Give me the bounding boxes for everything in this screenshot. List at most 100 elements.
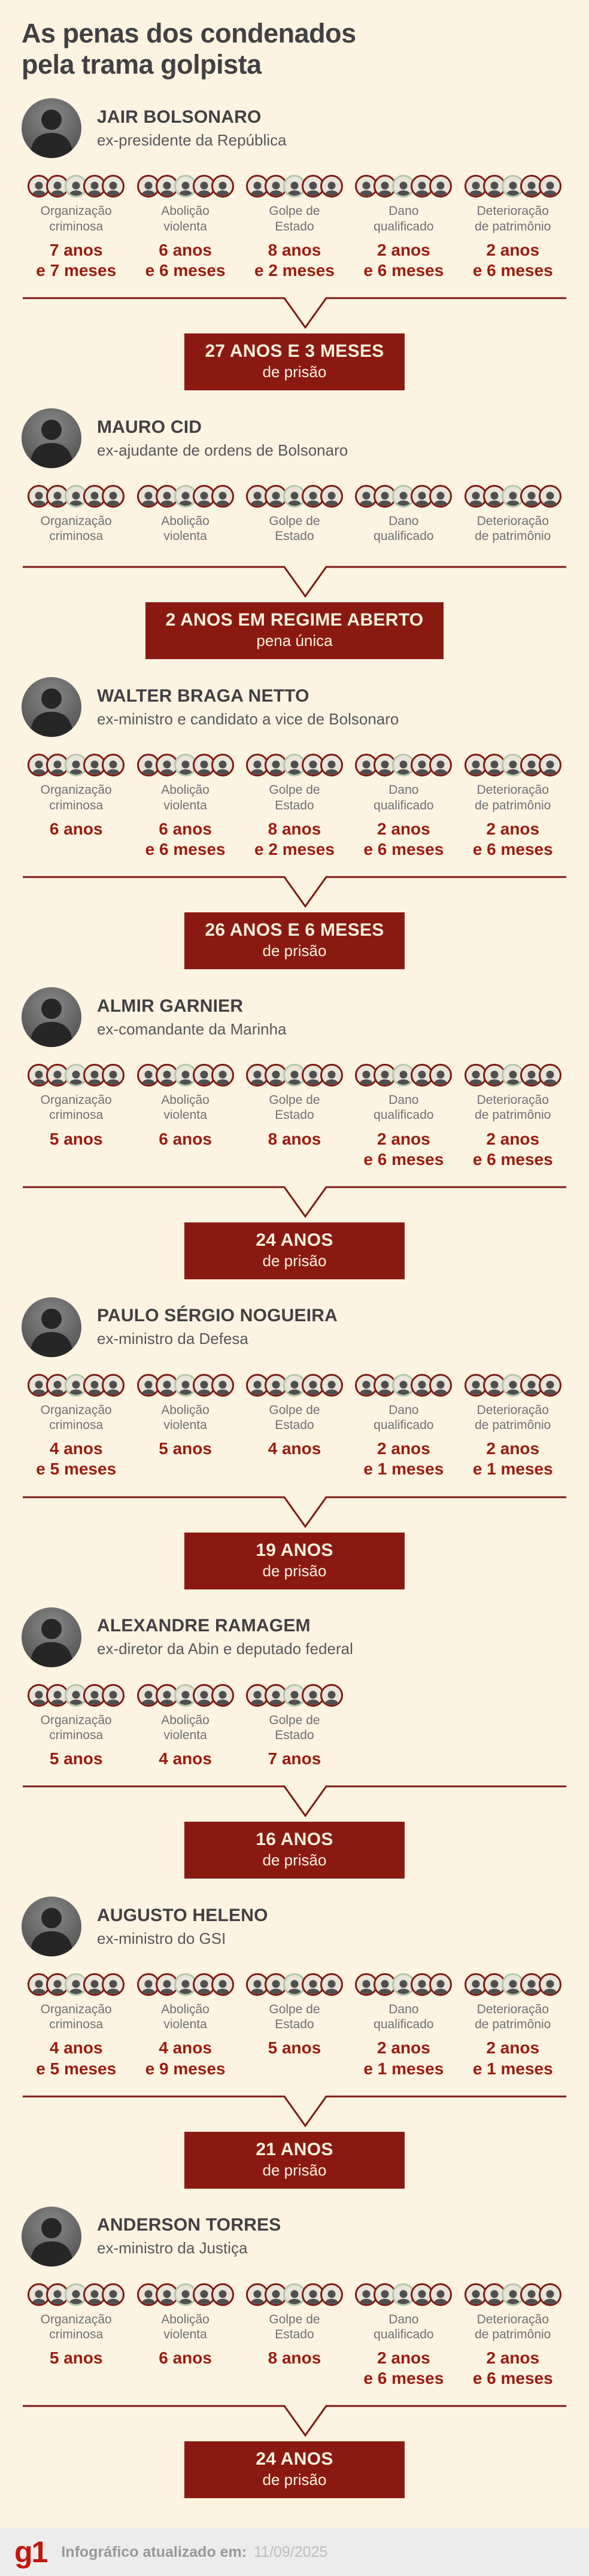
person-header: ANDERSON TORRES ex-ministro da Justiça [22,2206,567,2266]
person-photo-avatar [22,408,81,469]
crime-sentence: 6 anos [130,2348,239,2368]
person-id: MAURO CID ex-ajudante de ordens de Bolso… [97,417,348,460]
crime-label-line2: Estado [275,2017,314,2032]
judge-vote-red-icon [211,1683,234,1707]
person-name: WALTER BRAGA NETTO [97,685,309,706]
person-section: MAURO CID ex-ajudante de ordens de Bolso… [0,408,589,660]
person-section: JAIR BOLSONARO ex-presidente da Repúblic… [0,98,589,391]
person-name: JAIR BOLSONARO [97,107,262,127]
crime-sentence: 2 anos e 6 meses [349,819,458,860]
crime-label: Dano qualificado [349,2002,458,2032]
judge-votes [459,485,567,508]
judge-votes [240,1064,349,1087]
crimes-row: Organização criminosa 7 anos e 7 meses A… [22,175,567,281]
crime-column: Golpe de Estado 8 anos e 2 meses [240,754,349,860]
person-id: JAIR BOLSONARO ex-presidente da Repúblic… [97,107,287,150]
crime-label-line2: criminosa [49,529,104,544]
crime-sentence-line1: 7 anos [49,240,103,259]
crime-label: Abolição violenta [130,514,239,544]
crime-label-line2: criminosa [49,798,104,812]
crime-sentence: 6 anos e 6 meses [130,819,239,860]
brace-pointer-line [23,297,566,329]
judge-vote-red-icon [102,485,125,508]
crime-label-line1: Dano [388,783,419,797]
footer-updated-date: 11/09/2025 [254,2543,328,2560]
crime-sentence: 6 anos e 6 meses [130,240,239,281]
judge-vote-red-icon [245,1973,269,1997]
judge-vote-red-icon [520,175,543,198]
judge-vote-green-icon [65,175,88,198]
person-header: ALEXANDRE RAMAGEM ex-diretor da Abin e d… [22,1607,567,1667]
crime-label-line1: Golpe de [269,514,320,529]
crime-label-line1: Abolição [161,1713,210,1727]
judge-votes [459,1973,567,1997]
crime-label: Golpe de Estado [240,514,349,544]
crime-sentence: 2 anos e 6 meses [349,1129,458,1170]
judge-vote-red-icon [538,485,561,508]
crime-label: Organização criminosa [22,2312,130,2342]
crime-column: Dano qualificado 2 anos e 6 meses [349,754,458,860]
crime-column: Deterioração de patrimônio 2 anos e 6 me… [459,1064,567,1170]
crime-sentence-line1: 4 anos [159,1749,212,1768]
crime-column: Abolição violenta 6 anos [130,2283,239,2389]
crime-sentence-line1: 8 anos [268,819,321,838]
person-role: ex-ministro da Defesa [97,1330,248,1348]
crime-label-line1: Organização [40,2002,112,2017]
crime-column: Dano qualificado 2 anos e 1 meses [349,1973,458,2079]
judge-vote-green-icon [174,1064,197,1087]
crime-label-line1: Abolição [161,2312,210,2326]
crime-label: Abolição violenta [130,1713,239,1743]
crime-label: Organização criminosa [22,1093,130,1122]
judge-vote-red-icon [301,1373,324,1397]
crime-label: Golpe de Estado [240,1713,349,1743]
crime-label-line2: criminosa [49,1418,104,1432]
judge-votes [22,1064,130,1087]
total-sentence-sub: de prisão [262,363,327,381]
judge-votes [240,2283,349,2306]
brace-pointer-line [23,1785,566,1818]
judge-vote-red-icon [538,1373,561,1397]
crime-label-line1: Abolição [161,2002,210,2017]
person-photo-avatar [22,1897,81,1957]
person-photo-avatar [22,98,81,159]
total-sentence-main: 24 ANOS [256,1230,333,1250]
judge-votes [130,1373,239,1397]
crime-sentence-line1: 8 anos [268,240,321,259]
judge-vote-green-icon [392,485,415,508]
total-sentence-banner: 21 ANOS de prisão [184,2131,405,2189]
brace-pointer-line [23,2095,566,2128]
crime-label: Golpe de Estado [240,782,349,812]
judge-votes [130,2283,239,2306]
crime-column: Dano qualificado 2 anos e 6 meses [349,2283,458,2389]
judge-votes [22,1683,130,1707]
crime-sentence-line2: e 7 meses [36,260,117,280]
person-photo-avatar [22,1607,81,1667]
crime-label-line2: criminosa [49,1108,104,1122]
brace-pointer-line [23,1186,566,1218]
crime-label-line1: Deterioração [476,1403,549,1417]
crime-sentence-line1: 5 anos [159,1439,212,1458]
crime-label-line2: qualificado [374,2327,434,2341]
judge-vote-red-icon [211,1064,234,1087]
crime-label-line2: de patrimônio [475,2327,551,2341]
crime-sentence-line2: e 2 meses [254,260,335,280]
judge-votes [240,175,349,198]
person-header: MAURO CID ex-ajudante de ordens de Bolso… [22,408,567,469]
crime-column: Golpe de Estado 8 anos e 2 meses [240,175,349,281]
judge-votes [459,175,567,198]
crime-column: Dano qualificado [349,485,458,550]
judge-votes [349,175,458,198]
crime-label: Dano qualificado [349,1093,458,1122]
crime-sentence-line2: e 1 meses [363,1460,444,1479]
crime-label-line2: Estado [275,529,314,544]
total-sentence-main: 16 ANOS [256,1829,333,1850]
crime-label-line2: Estado [275,1728,314,1742]
judge-vote-red-icon [482,1973,506,1997]
crime-sentence: 6 anos [130,1129,239,1149]
crime-label-line1: Dano [388,2312,419,2326]
crime-label-line1: Deterioração [476,514,549,529]
crime-sentence-line1: 4 anos [159,2038,212,2058]
crime-label-line1: Organização [40,783,112,797]
crime-label-line1: Golpe de [269,1713,320,1727]
total-sentence-sub: de prisão [262,1851,327,1870]
